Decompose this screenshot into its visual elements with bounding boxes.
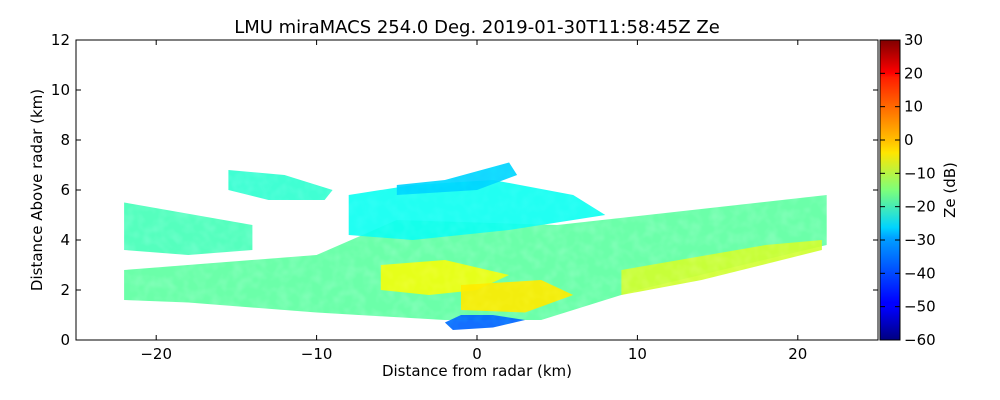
x-axis-ticks: −20 −10 0 10 20 [140,40,807,363]
x-tick-label: 10 [628,345,647,363]
colorbar-tick-label: −60 [904,331,936,349]
x-tick-label: −20 [140,345,172,363]
y-tick-label: 10 [51,81,70,99]
colorbar-tick-label: 20 [904,64,923,82]
colorbar-tick-label: 30 [904,31,923,49]
colorbar-tick-label: −30 [904,231,936,249]
colorbar-tick-label: 10 [904,98,923,116]
y-axis-ticks: 0 2 4 6 8 10 12 [51,31,878,349]
x-tick-label: 20 [788,345,807,363]
y-tick-label: 12 [51,31,70,49]
colorbar-tick-label: −10 [904,164,936,182]
y-tick-label: 8 [60,131,70,149]
y-tick-label: 0 [60,331,70,349]
colorbar-label: Ze (dB) [941,162,959,218]
colorbar-tick-label: −40 [904,264,936,282]
x-tick-label: 0 [472,345,482,363]
colorbar [879,39,901,341]
x-tick-label: −10 [301,345,333,363]
y-axis-label: Distance Above radar (km) [28,89,46,291]
echo-layer [76,40,878,340]
colorbar-tick-label: −20 [904,198,936,216]
colorbar-ticks: −60 −50 −40 −30 −20 −10 0 10 20 30 [880,31,936,349]
chart-title: LMU miraMACS 254.0 Deg. 2019-01-30T11:58… [234,17,720,38]
speckle-overlay [76,40,878,340]
colorbar-tick-label: 0 [904,131,914,149]
y-tick-label: 2 [60,281,70,299]
y-tick-label: 4 [60,231,70,249]
y-tick-label: 6 [60,181,70,199]
colorbar-tick-label: −50 [904,298,936,316]
x-axis-label: Distance from radar (km) [382,362,572,380]
